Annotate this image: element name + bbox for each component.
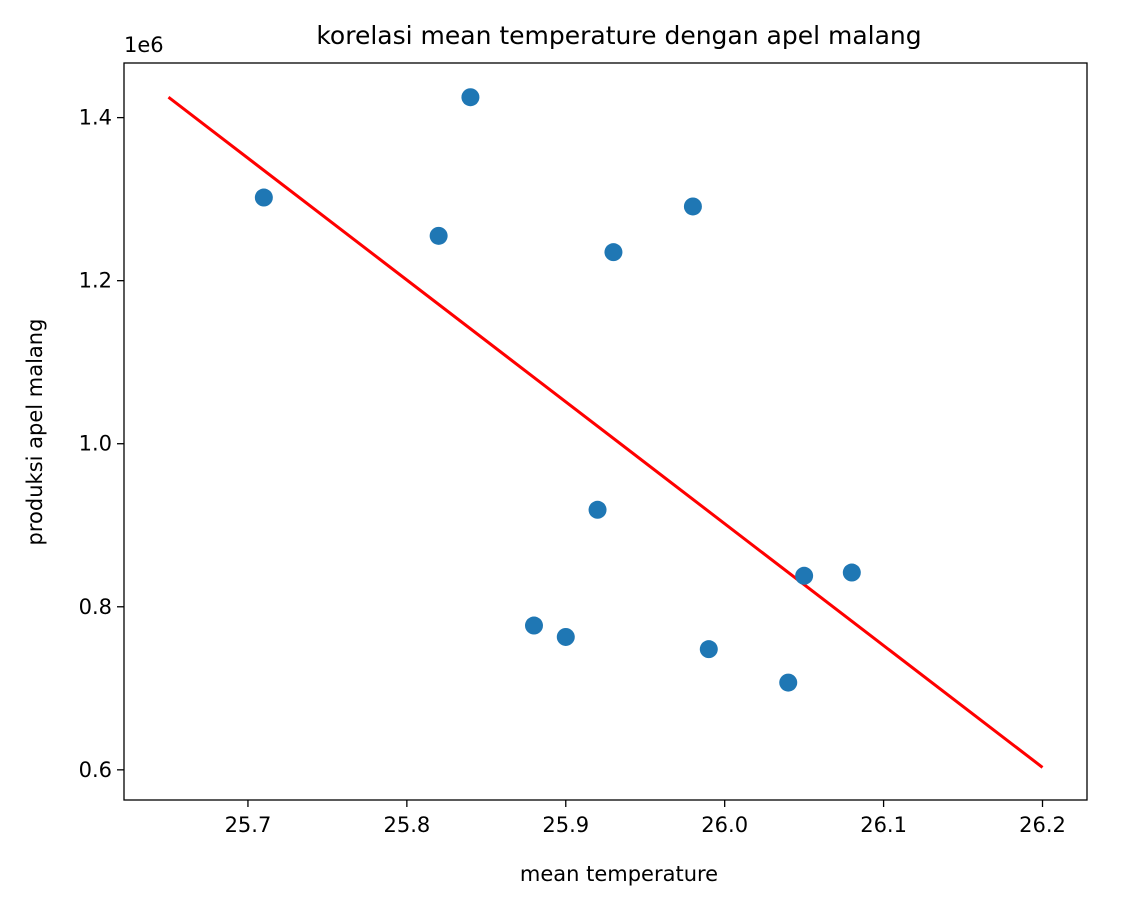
data-point [556, 627, 575, 646]
data-point [699, 640, 718, 659]
data-point [524, 616, 543, 635]
data-point [779, 673, 798, 692]
x-tick-label: 26.0 [701, 813, 748, 837]
x-tick-label: 25.8 [383, 813, 430, 837]
trend-line-group [167, 96, 1044, 769]
plot-area-frame [123, 62, 1088, 801]
data-point [795, 566, 814, 585]
data-point [604, 243, 623, 262]
x-axis-label: mean temperature [520, 862, 718, 886]
x-tick-label: 25.7 [225, 813, 272, 837]
data-points [254, 88, 861, 692]
y-tick-label: 1.2 [79, 269, 112, 293]
x-tick-label: 25.9 [542, 813, 589, 837]
y-axis-offset-label: 1e6 [124, 33, 164, 57]
x-tick-label: 26.2 [1019, 813, 1066, 837]
data-point [461, 88, 480, 107]
chart-title: korelasi mean temperature dengan apel ma… [316, 21, 921, 50]
data-point [429, 226, 448, 245]
y-tick-label: 0.8 [79, 595, 112, 619]
x-axis-ticks: 25.7 25.8 25.9 26.0 26.1 26.2 [225, 800, 1066, 837]
y-axis-label: produksi apel malang [23, 319, 47, 546]
y-tick-label: 1.0 [79, 432, 112, 456]
data-point [588, 500, 607, 519]
trend-line [167, 96, 1044, 769]
data-point [842, 563, 861, 582]
data-point [683, 197, 702, 216]
data-point [254, 188, 273, 207]
x-tick-label: 26.1 [860, 813, 907, 837]
y-axis-ticks: 0.6 0.8 1.0 1.2 1.4 [79, 106, 124, 782]
y-tick-label: 1.4 [79, 106, 112, 130]
y-tick-label: 0.6 [79, 758, 112, 782]
